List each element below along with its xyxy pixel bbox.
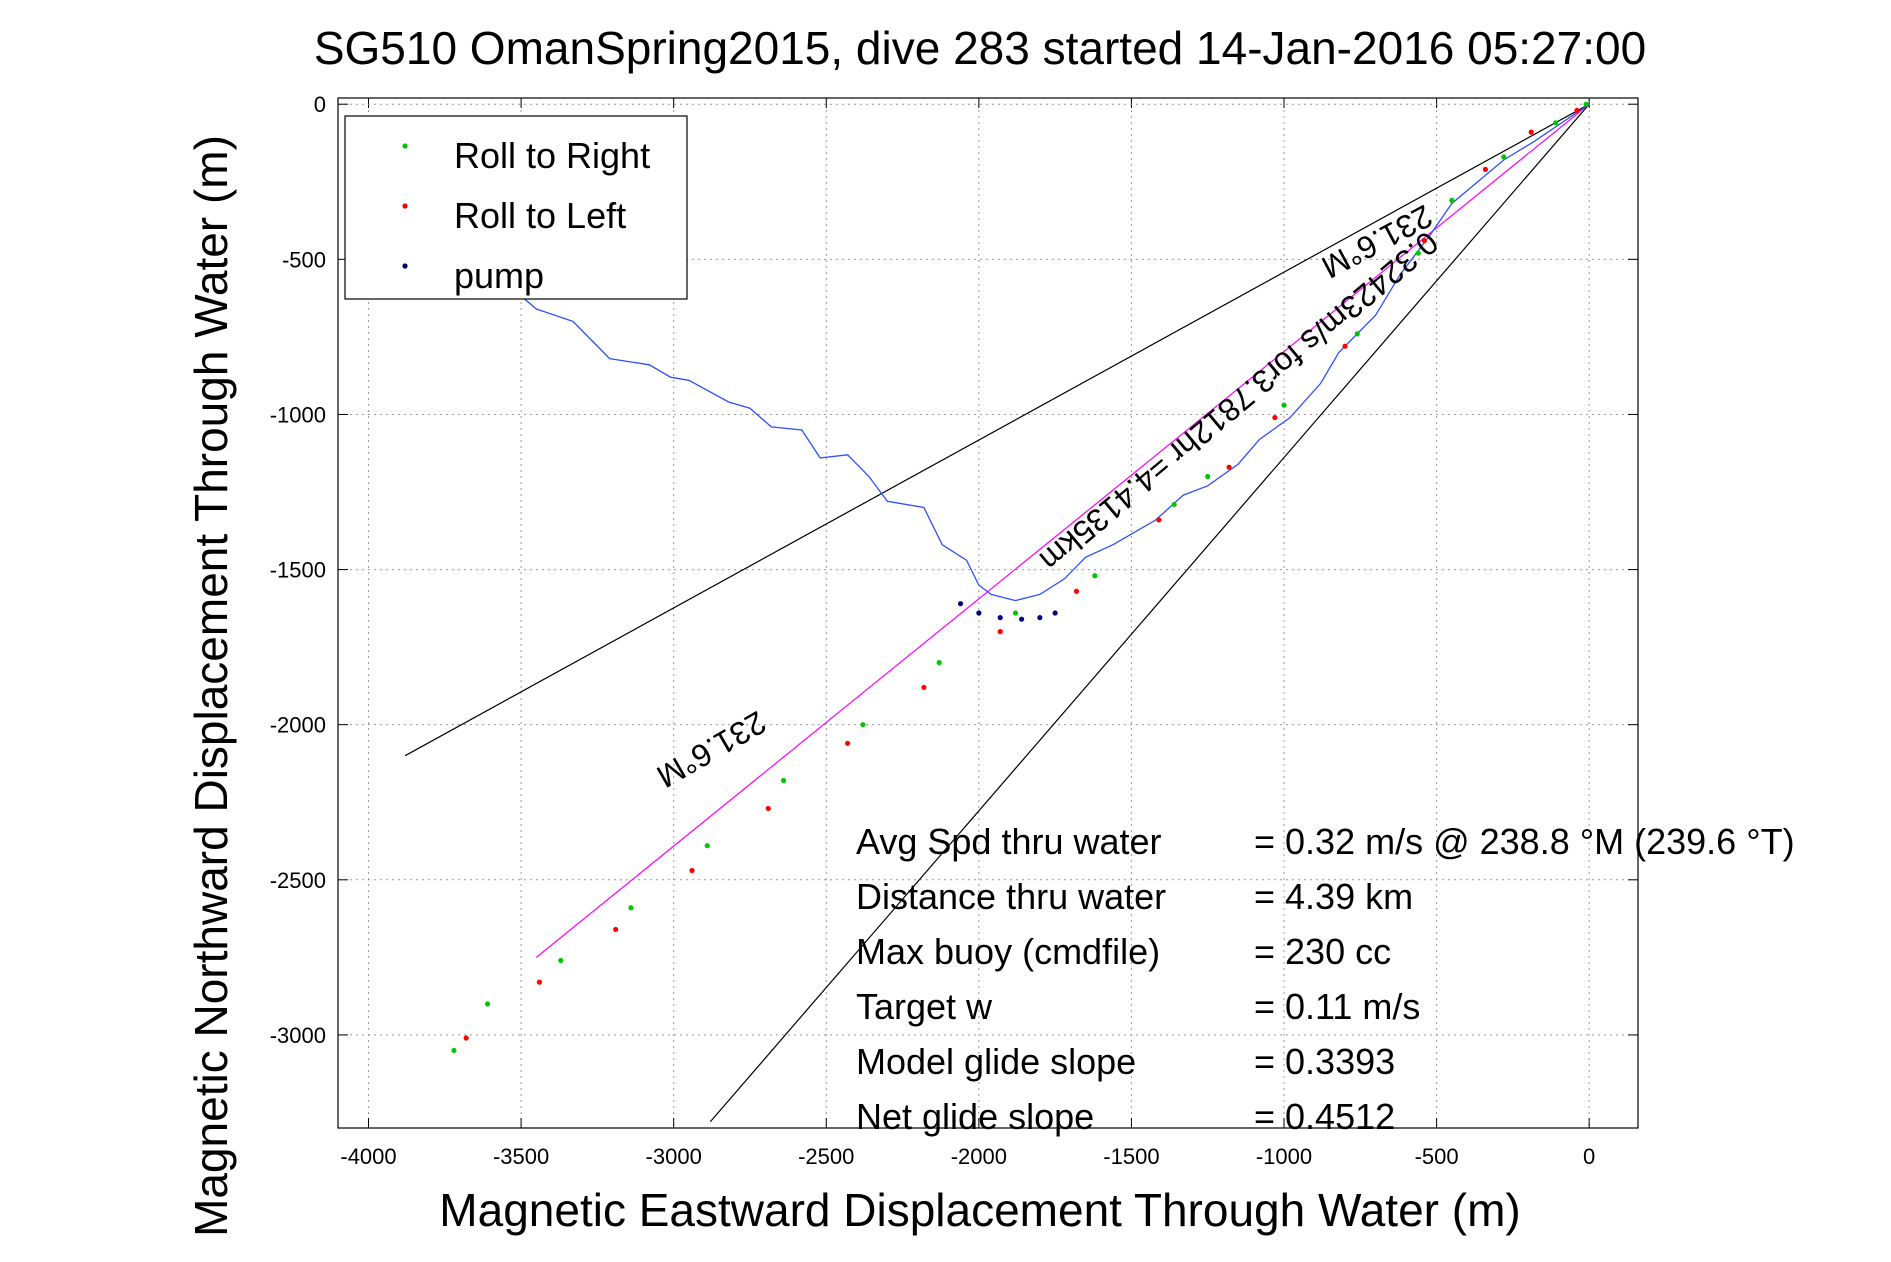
right-point [1449,197,1455,203]
right-point [1583,101,1589,107]
x-tick-label: -500 [1415,1144,1459,1169]
legend-label: pump [454,255,544,296]
x-tick-label: -2500 [798,1144,854,1169]
pump-point [997,615,1003,621]
legend-label: Roll to Right [454,135,650,176]
left-point [1272,414,1278,421]
grid [338,98,1638,1128]
y-tick-label: 0 [314,92,326,117]
x-tick-label: -1500 [1103,1144,1159,1169]
right-point [451,1047,457,1054]
chart-title: SG510 OmanSpring2015, dive 283 started 1… [314,22,1646,74]
pump-point [1037,615,1043,621]
right-point [1092,573,1098,579]
stat-label: Avg Spd thru water [856,821,1162,862]
series-layer [404,101,1590,1123]
right-point [1281,402,1287,408]
stat-value: = 0.3393 [1254,1041,1395,1082]
left-point [997,629,1003,635]
left-point [1156,517,1162,523]
y-tick-label: -500 [282,247,326,272]
x-tick-label: 0 [1583,1144,1595,1169]
pump-point [1052,610,1058,616]
right-point [1205,473,1211,480]
right-point [1012,610,1019,616]
left-point [1226,464,1232,470]
x-tick-label: -3500 [493,1144,549,1169]
x-tick-label: -1000 [1256,1144,1312,1169]
right-point [558,957,564,964]
y-tick-label: -3000 [270,1023,326,1048]
left-point [1421,238,1427,244]
y-tick-label: -1500 [270,558,326,583]
legend-box [344,115,688,300]
track-line [444,103,1590,602]
stat-value: = 4.39 km [1254,876,1413,917]
stat-label: Max buoy (cmdfile) [856,931,1160,972]
stat-label: Model glide slope [856,1041,1136,1082]
right-point [780,777,787,784]
left-point [921,684,927,691]
pump-point [957,601,964,607]
x-tick-label: -3000 [646,1144,702,1169]
right-point [1415,250,1421,256]
right-point [1553,120,1559,126]
stat-label: Target w [856,986,993,1027]
stat-value: = 0.4512 [1254,1096,1395,1137]
stats-panel: Avg Spd thru water = 0.32 m/s @ 238.8 °M … [856,821,1795,1137]
stat-value: = 0.11 m/s [1254,986,1420,1027]
right-point [1501,154,1507,160]
glide-line [535,103,1590,958]
left-point [1528,129,1534,135]
right-point [1354,331,1360,337]
x-tick-label: -2000 [951,1144,1007,1169]
y-tick-label: -2000 [270,713,326,738]
stat-value: = 230 cc [1254,931,1391,972]
stat-value: = 0.32 m/s @ 238.8 °M (239.6 °T) [1254,821,1795,862]
left-point [845,740,851,746]
right-point [484,1001,491,1007]
left-point [1482,166,1489,172]
y-axis-label: Magnetic Northward Displacement Through … [185,135,237,1237]
y-tick-label: -1000 [270,402,326,427]
heading-line-1 [404,103,1590,757]
y-tick-label: -2500 [270,868,326,893]
left-point [463,1035,469,1041]
left-point [1342,343,1348,349]
heading-line-2 [709,103,1590,1123]
x-tick-label: -4000 [340,1144,396,1169]
x-axis-label: Magnetic Eastward Displacement Through W… [439,1184,1520,1236]
pump-point [976,610,982,616]
left-point [1574,107,1580,114]
right-point [704,843,710,849]
stat-label: Distance thru water [856,876,1166,917]
legend-marker [402,263,408,269]
pump-point [1018,616,1025,622]
legend-marker [402,143,408,149]
right-point [936,660,942,666]
right-point [628,905,634,911]
left-point [613,926,619,933]
right-point [1171,501,1177,508]
tick-labels: -4000 -3500 -3000 -2500 -2000 -1500 -1000 -500 0… [270,92,1596,1169]
stat-label: Net glide slope [856,1096,1094,1137]
left-point [1073,588,1080,594]
left-point [765,805,771,812]
legend-marker [402,203,408,209]
legend: Roll to Right Roll to Left pump [344,115,688,300]
right-point [860,722,866,728]
left-point [689,867,695,874]
legend-label: Roll to Left [454,195,626,236]
left-point [536,979,543,985]
